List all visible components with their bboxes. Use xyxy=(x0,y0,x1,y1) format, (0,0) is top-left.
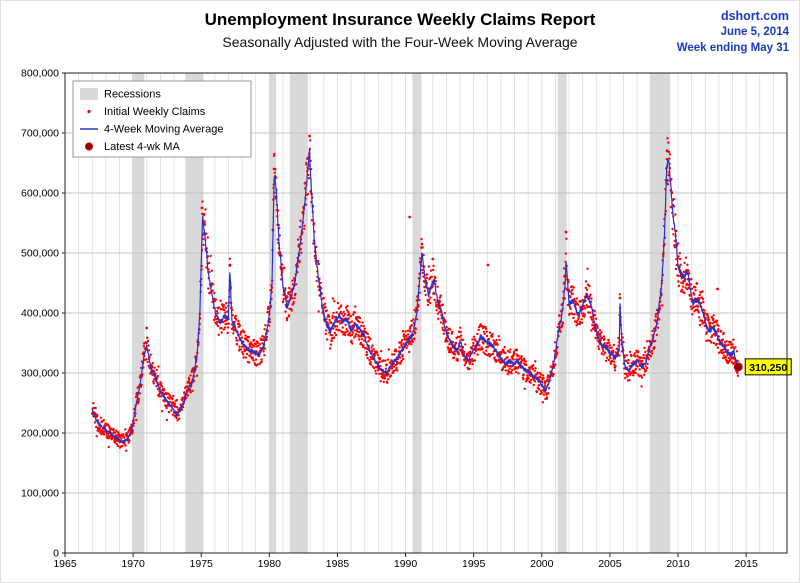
y-tick-label: 300,000 xyxy=(21,368,59,380)
horizontal-gridlines xyxy=(65,132,787,494)
y-tick-label: 700,000 xyxy=(21,128,59,140)
source-site: dshort.com xyxy=(720,9,789,23)
chart-title: Unemployment Insurance Weekly Claims Rep… xyxy=(204,10,596,29)
y-tick-label: 800,000 xyxy=(21,68,59,80)
legend-item-label: Initial Weekly Claims xyxy=(104,106,206,118)
legend: Recessions Initial Weekly Claims 4-Week Mo… xyxy=(72,80,252,158)
x-tick-label: 2005 xyxy=(598,558,622,570)
y-tick-label: 0 xyxy=(53,548,59,560)
legend-latest-dot xyxy=(85,142,93,151)
source-block: dshort.com June 5, 2014 Week ending May … xyxy=(677,8,789,56)
y-tick-label: 600,000 xyxy=(21,188,59,200)
y-tick-label: 500,000 xyxy=(21,248,59,260)
y-tick-label: 100,000 xyxy=(21,488,59,500)
scatter-weekly-claims xyxy=(91,134,740,452)
y-axis-labels: 0 100,000 200,000 300,000 400,000 500,000 600,… xyxy=(21,68,65,560)
x-tick-label: 2015 xyxy=(734,558,758,570)
legend-item-label: 4-Week Moving Average xyxy=(104,124,223,136)
legend-box xyxy=(72,80,252,158)
y-tick-label: 400,000 xyxy=(21,308,59,320)
legend-item-label: Recessions xyxy=(104,89,161,101)
source-date: June 5, 2014 xyxy=(720,26,789,38)
x-axis-labels: 1965 1970 1975 1980 1985 1990 1995 2000 2005 2010… xyxy=(53,553,758,570)
x-tick-label: 1990 xyxy=(394,558,418,570)
latest-value-callout: 310,250 xyxy=(744,358,792,376)
x-tick-label: 2000 xyxy=(530,558,554,570)
source-week-ending: Week ending May 31 xyxy=(676,42,789,54)
x-tick-label: 1975 xyxy=(190,558,214,570)
x-tick-label: 2010 xyxy=(666,558,690,570)
legend-item-label: Latest 4-wk MA xyxy=(104,141,180,153)
latest-value-label: 310,250 xyxy=(749,362,787,374)
legend-recession-swatch xyxy=(80,88,98,100)
legend-claims-dot xyxy=(87,109,91,114)
latest-ma-dot xyxy=(733,362,743,372)
plot-border xyxy=(64,72,788,554)
x-tick-label: 1980 xyxy=(258,558,282,570)
x-tick-label: 1995 xyxy=(462,558,486,570)
y-tick-label: 200,000 xyxy=(21,428,59,440)
chart-subtitle: Seasonally Adjusted with the Four-Week M… xyxy=(222,34,578,50)
moving-average-line xyxy=(91,148,739,443)
x-tick-label: 1965 xyxy=(53,558,77,570)
x-tick-label: 1970 xyxy=(121,558,145,570)
x-tick-label: 1985 xyxy=(326,558,350,570)
